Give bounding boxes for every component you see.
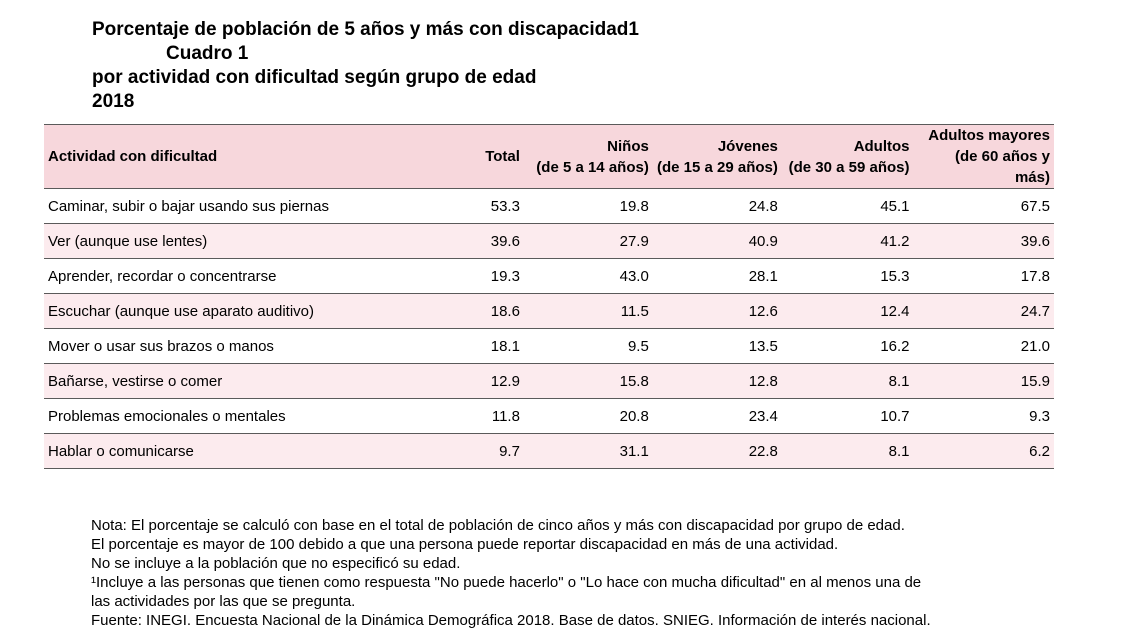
cell-adultos: 16.2 bbox=[781, 328, 914, 364]
header-activity: Actividad con dificultad bbox=[44, 124, 435, 189]
cell-adultos: 15.3 bbox=[781, 258, 914, 294]
cell-total: 39.6 bbox=[434, 223, 524, 259]
table-row: Ver (aunque use lentes) 39.6 27.9 40.9 4… bbox=[44, 223, 1054, 259]
cell-activity: Hablar o comunicarse bbox=[44, 433, 435, 469]
cell-adultos: 12.4 bbox=[781, 293, 914, 329]
cell-adultos: 8.1 bbox=[781, 433, 914, 469]
cell-total: 11.8 bbox=[434, 398, 524, 434]
header-adultos-range: (de 30 a 59 años) bbox=[788, 158, 910, 176]
note-line: El porcentaje es mayor de 100 debido a q… bbox=[91, 536, 839, 553]
note-line: ¹Incluye a las personas que tienen como … bbox=[91, 574, 922, 591]
cell-activity: Problemas emocionales o mentales bbox=[44, 398, 435, 434]
note-line: Nota: El porcentaje se calculó con base … bbox=[91, 517, 905, 534]
cell-mayores: 39.6 bbox=[913, 223, 1054, 259]
footnotes: Nota: El porcentaje se calculó con base … bbox=[91, 516, 1101, 630]
cell-ninos: 19.8 bbox=[523, 188, 653, 224]
title-line-2: Cuadro 1 bbox=[166, 43, 249, 64]
header-ninos: Niños (de 5 a 14 años) bbox=[523, 124, 653, 189]
cell-activity: Ver (aunque use lentes) bbox=[44, 223, 435, 259]
cell-jovenes: 12.6 bbox=[652, 293, 782, 329]
table-row: Hablar o comunicarse 9.7 31.1 22.8 8.1 6… bbox=[44, 433, 1054, 469]
cell-total: 18.6 bbox=[434, 293, 524, 329]
cell-jovenes: 13.5 bbox=[652, 328, 782, 364]
cell-jovenes: 28.1 bbox=[652, 258, 782, 294]
cell-activity: Escuchar (aunque use aparato auditivo) bbox=[44, 293, 435, 329]
cell-mayores: 9.3 bbox=[913, 398, 1054, 434]
source-line: Fuente: INEGI. Encuesta Nacional de la D… bbox=[91, 612, 931, 629]
cell-ninos: 43.0 bbox=[523, 258, 653, 294]
header-ninos-range: (de 5 a 14 años) bbox=[536, 158, 649, 176]
data-table: Actividad con dificultad Total Niños (de… bbox=[44, 124, 1054, 469]
title-line-4: 2018 bbox=[92, 91, 135, 112]
cell-total: 9.7 bbox=[434, 433, 524, 469]
cell-activity: Mover o usar sus brazos o manos bbox=[44, 328, 435, 364]
cell-mayores: 6.2 bbox=[913, 433, 1054, 469]
table-row: Problemas emocionales o mentales 11.8 20… bbox=[44, 398, 1054, 434]
cell-jovenes: 40.9 bbox=[652, 223, 782, 259]
cell-mayores: 17.8 bbox=[913, 258, 1054, 294]
title-line-1: Porcentaje de población de 5 años y más … bbox=[92, 19, 639, 40]
cell-mayores: 15.9 bbox=[913, 363, 1054, 399]
cell-mayores: 24.7 bbox=[913, 293, 1054, 329]
cell-mayores: 67.5 bbox=[913, 188, 1054, 224]
header-mayores-range: (de 60 años y más) bbox=[954, 148, 1050, 186]
cell-jovenes: 12.8 bbox=[652, 363, 782, 399]
cell-ninos: 27.9 bbox=[523, 223, 653, 259]
header-jovenes: Jóvenes (de 15 a 29 años) bbox=[652, 124, 782, 189]
cell-total: 53.3 bbox=[434, 188, 524, 224]
header-ninos-label: Niños bbox=[607, 137, 649, 155]
cell-activity: Aprender, recordar o concentrarse bbox=[44, 258, 435, 294]
cell-ninos: 11.5 bbox=[523, 293, 653, 329]
header-adultos-label: Adultos bbox=[853, 137, 910, 155]
cell-ninos: 20.8 bbox=[523, 398, 653, 434]
header-total: Total bbox=[434, 124, 524, 189]
header-mayores-label: Adultos mayores bbox=[928, 127, 1050, 144]
table-row: Bañarse, vestirse o comer 12.9 15.8 12.8… bbox=[44, 363, 1054, 399]
cell-mayores: 21.0 bbox=[913, 328, 1054, 364]
page-title: Porcentaje de población de 5 años y más … bbox=[92, 18, 639, 114]
cell-total: 12.9 bbox=[434, 363, 524, 399]
table-row: Caminar, subir o bajar usando sus pierna… bbox=[44, 188, 1054, 224]
cell-jovenes: 24.8 bbox=[652, 188, 782, 224]
cell-jovenes: 23.4 bbox=[652, 398, 782, 434]
cell-activity: Caminar, subir o bajar usando sus pierna… bbox=[44, 188, 435, 224]
table-row: Mover o usar sus brazos o manos 18.1 9.5… bbox=[44, 328, 1054, 364]
cell-activity: Bañarse, vestirse o comer bbox=[44, 363, 435, 399]
header-jovenes-range: (de 15 a 29 años) bbox=[657, 158, 778, 176]
header-jovenes-label: Jóvenes bbox=[717, 137, 778, 155]
header-mayores: Adultos mayores (de 60 años y más) bbox=[913, 124, 1054, 189]
table-row: Escuchar (aunque use aparato auditivo) 1… bbox=[44, 293, 1054, 329]
note-line: las actividades por las que se pregunta. bbox=[91, 593, 356, 610]
cell-ninos: 31.1 bbox=[523, 433, 653, 469]
cell-adultos: 41.2 bbox=[781, 223, 914, 259]
cell-adultos: 10.7 bbox=[781, 398, 914, 434]
cell-adultos: 45.1 bbox=[781, 188, 914, 224]
table-row: Aprender, recordar o concentrarse 19.3 4… bbox=[44, 258, 1054, 294]
title-line-3: por actividad con dificultad según grupo… bbox=[92, 67, 537, 88]
cell-ninos: 9.5 bbox=[523, 328, 653, 364]
table-header-row: Actividad con dificultad Total Niños (de… bbox=[44, 124, 1054, 189]
header-adultos: Adultos (de 30 a 59 años) bbox=[781, 124, 914, 189]
cell-total: 19.3 bbox=[434, 258, 524, 294]
cell-adultos: 8.1 bbox=[781, 363, 914, 399]
cell-jovenes: 22.8 bbox=[652, 433, 782, 469]
cell-total: 18.1 bbox=[434, 328, 524, 364]
cell-ninos: 15.8 bbox=[523, 363, 653, 399]
note-line: No se incluye a la población que no espe… bbox=[91, 555, 461, 572]
